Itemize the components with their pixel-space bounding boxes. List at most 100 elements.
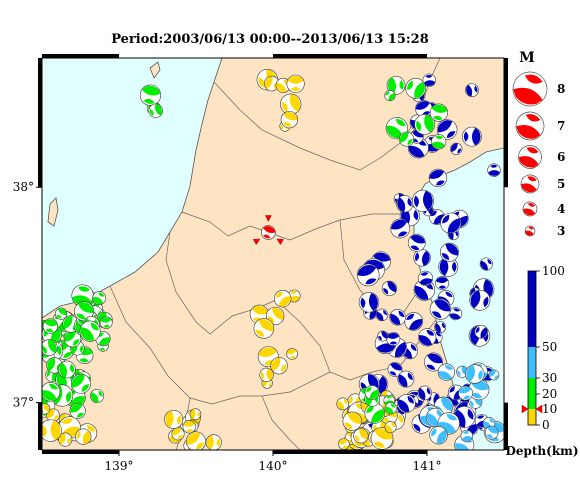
- magnitude-legend-label: 3: [557, 224, 565, 238]
- prefecture-boundary: [181, 211, 410, 241]
- focal-mechanism: [274, 289, 292, 308]
- focal-mechanism: [164, 409, 184, 429]
- focal-mechanism: [386, 76, 406, 95]
- focal-mechanism: [404, 312, 424, 331]
- focal-mechanism: [42, 419, 62, 442]
- focal-mechanism: [139, 84, 162, 106]
- focal-mechanism: [58, 432, 73, 447]
- depth-tick-label: 50: [542, 340, 557, 354]
- focal-mechanism: [92, 291, 107, 305]
- cluster-niigata-coast-sw-yellow: [42, 403, 98, 447]
- focal-mechanism: [437, 363, 455, 381]
- awashima: [149, 61, 161, 79]
- focal-mechanism: [460, 429, 473, 443]
- focal-mechanism: [336, 397, 350, 411]
- focal-mechanism: [270, 356, 288, 375]
- depth-band: [528, 271, 536, 347]
- focal-mechanism: [405, 78, 427, 99]
- magnitude-legend-label: 6: [557, 150, 565, 164]
- focal-mechanism: [364, 385, 380, 400]
- focal-mechanism: [434, 321, 447, 334]
- magnitude-legend-label: 7: [557, 119, 565, 133]
- focal-mechanism: [46, 408, 60, 423]
- focal-mechanism: [436, 119, 458, 140]
- focal-mechanism: [386, 331, 401, 346]
- cluster-yamagata-yellow: [256, 69, 305, 132]
- focal-mechanism: [418, 328, 437, 347]
- cluster-miyagi-green: [384, 76, 448, 150]
- focal-mechanism: [465, 364, 485, 384]
- depth-band: [528, 394, 536, 409]
- sado-island: [47, 197, 59, 227]
- focal-mechanism: [450, 142, 463, 155]
- x-tick-label: 140°: [259, 459, 288, 473]
- focal-mechanism: [429, 298, 451, 320]
- focal-mechanism: [364, 403, 386, 424]
- focal-mechanism: [429, 103, 448, 122]
- cluster-tochigi-yellow: [164, 408, 222, 450]
- depth-marker-right: [535, 404, 543, 414]
- focal-mechanism: [377, 330, 389, 342]
- focal-mechanism: [484, 425, 499, 440]
- focal-mechanism: [384, 89, 396, 102]
- depth-band: [528, 378, 536, 394]
- focal-mechanism: [171, 427, 185, 441]
- focal-mechanism: [185, 431, 206, 450]
- focal-mechanism: [398, 131, 414, 147]
- focal-mechanism: [356, 263, 380, 287]
- focal-mechanism: [42, 339, 58, 357]
- focal-mechanism: [474, 324, 489, 339]
- cluster-aizu-yellow: [249, 289, 301, 389]
- focal-mechanism: [70, 373, 91, 394]
- focal-mechanism: [417, 270, 434, 286]
- focal-mechanism: [280, 93, 302, 115]
- focal-mechanism: [261, 225, 276, 240]
- focal-mechanism: [189, 408, 202, 421]
- focal-mechanism: [438, 256, 459, 277]
- prefecture-boundary: [261, 395, 301, 450]
- cluster-chuetsu: [71, 284, 113, 342]
- depth-band: [528, 409, 536, 425]
- depth-marker-left: [521, 404, 529, 414]
- map-axes: 139° 140° 141° 37° 38°: [13, 180, 442, 473]
- focal-mechanism: [390, 218, 411, 239]
- focal-mechanism: [422, 73, 436, 87]
- map-title: Period:2003/06/13 00:00--2013/06/13 15:2…: [111, 32, 429, 47]
- focal-mechanism: [148, 103, 163, 118]
- focal-mechanism: [280, 110, 299, 129]
- cluster-niigata-coast-sw: [42, 301, 111, 420]
- depth-tick-label: 100: [542, 264, 565, 278]
- magnitude-legend-label: 5: [557, 177, 565, 191]
- mainshock-triangle: [252, 238, 261, 245]
- focal-mechanism: [384, 421, 397, 434]
- magnitude-legend-ball: [518, 145, 542, 169]
- focal-mechanism: [205, 434, 222, 450]
- focal-mechanism: [74, 301, 94, 322]
- focal-mechanism: [90, 388, 105, 403]
- y-tick-label: 37°: [13, 396, 34, 410]
- depth-band: [528, 347, 536, 378]
- focal-mechanism: [253, 318, 275, 339]
- focal-mechanism: [389, 309, 406, 326]
- focal-mechanism: [375, 308, 389, 322]
- focal-mechanism: [338, 438, 350, 450]
- focal-mechanism: [469, 289, 491, 311]
- focal-mechanism: [397, 370, 415, 388]
- focal-mechanism: [458, 385, 473, 401]
- focal-mechanism: [263, 75, 280, 92]
- depth-tick-label: 30: [542, 371, 557, 385]
- depth-tick-label: 0: [542, 418, 550, 432]
- focal-mechanism: [413, 249, 431, 267]
- focal-mechanism: [75, 428, 92, 445]
- focal-mechanism: [407, 233, 426, 252]
- focal-mechanism: [55, 307, 68, 320]
- mainshock-triangle: [265, 215, 272, 222]
- focal-mechanism: [358, 292, 380, 313]
- magnitude-legend: M 8 7 6 5 4 3: [512, 50, 565, 238]
- focal-mechanism: [63, 329, 82, 348]
- magnitude-legend-ball: [515, 111, 545, 141]
- magnitude-legend-label: 8: [557, 82, 565, 96]
- focal-mechanism: [69, 402, 86, 420]
